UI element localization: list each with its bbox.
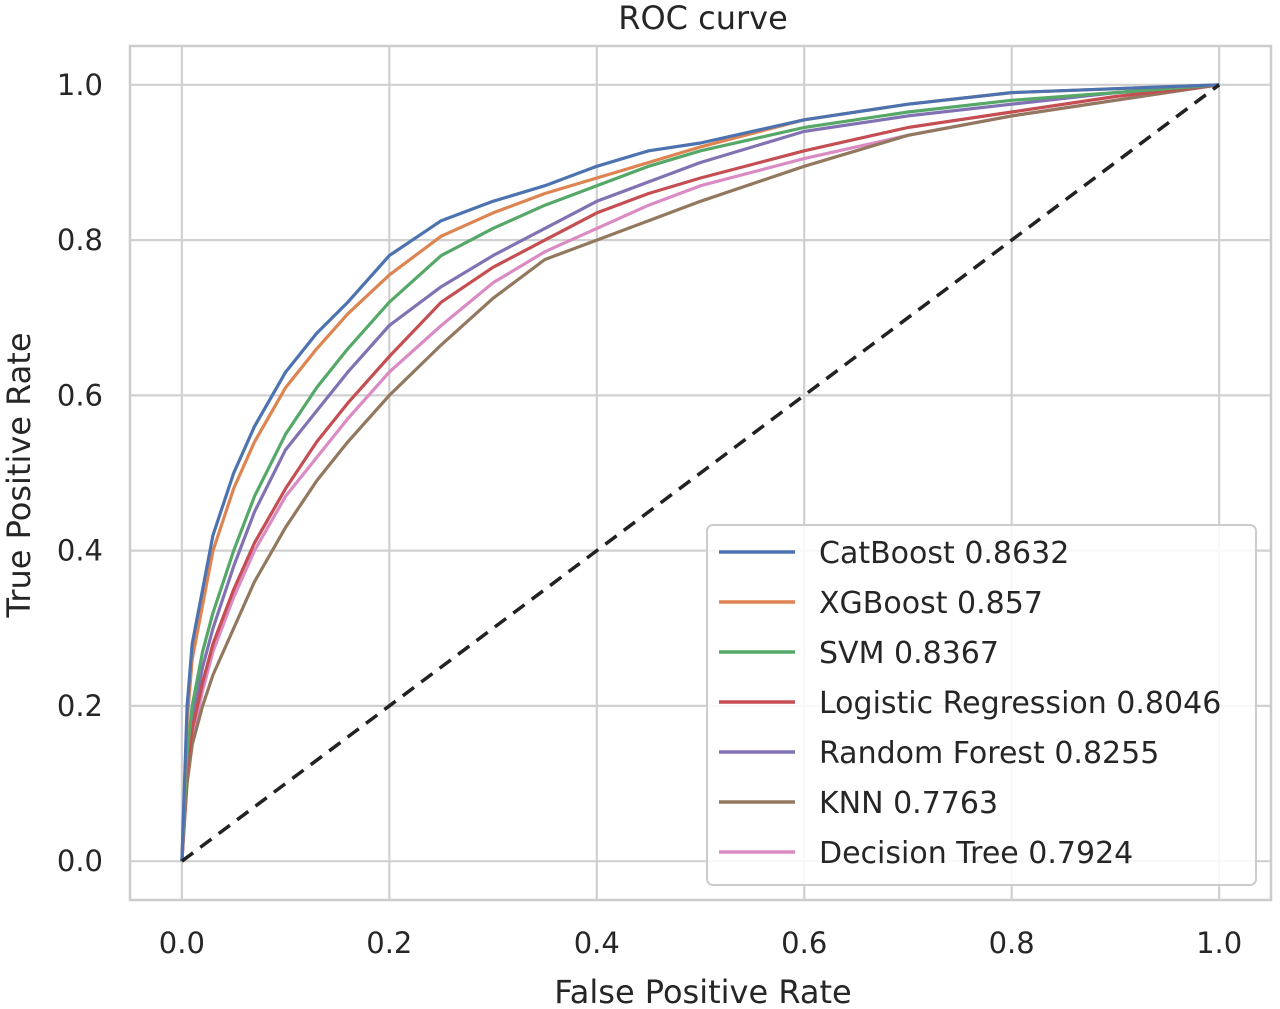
x-tick-label: 0.6 bbox=[781, 926, 827, 960]
legend-label: SVM 0.8367 bbox=[819, 636, 999, 671]
y-tick-label: 0.0 bbox=[57, 844, 103, 878]
y-tick-label: 1.0 bbox=[57, 68, 103, 102]
legend-label: Random Forest 0.8255 bbox=[819, 736, 1159, 771]
y-tick-label: 0.8 bbox=[57, 223, 103, 257]
x-tick-labels: 0.0 0.2 0.4 0.6 0.8 1.0 bbox=[159, 926, 1242, 960]
y-tick-labels: 0.0 0.2 0.4 0.6 0.8 1.0 bbox=[57, 68, 103, 878]
y-tick-label: 0.6 bbox=[57, 378, 103, 412]
y-tick-label: 0.2 bbox=[57, 689, 103, 723]
series-line-decision bbox=[180, 83, 1220, 862]
series-line-svm bbox=[180, 83, 1220, 862]
legend-label: Decision Tree 0.7924 bbox=[819, 836, 1133, 871]
legend-label: CatBoost 0.8632 bbox=[819, 536, 1069, 571]
y-axis-title: True Positive Rate bbox=[0, 332, 38, 618]
reference-diagonal bbox=[180, 83, 1221, 863]
x-tick-label: 0.4 bbox=[574, 926, 620, 960]
chart-title: ROC curve bbox=[618, 0, 788, 37]
x-tick-label: 1.0 bbox=[1196, 926, 1242, 960]
series-lines bbox=[180, 83, 1221, 863]
series-line-catboost bbox=[180, 83, 1220, 862]
legend: CatBoost 0.8632 XGBoost 0.857 SVM 0.8367 Lo… bbox=[706, 524, 1257, 886]
legend-label: KNN 0.7763 bbox=[819, 786, 998, 821]
x-axis-title: False Positive Rate bbox=[554, 973, 851, 1009]
series-line-random bbox=[180, 83, 1220, 862]
series-line-knn bbox=[180, 83, 1220, 862]
legend-box bbox=[706, 524, 1257, 886]
x-tick-label: 0.2 bbox=[366, 926, 412, 960]
legend-label: Logistic Regression 0.8046 bbox=[819, 686, 1221, 721]
legend-label: XGBoost 0.857 bbox=[819, 586, 1043, 621]
series-line-logistic bbox=[180, 83, 1220, 862]
x-tick-label: 0.8 bbox=[989, 926, 1035, 960]
y-tick-label: 0.4 bbox=[57, 534, 103, 568]
x-tick-label: 0.0 bbox=[159, 926, 205, 960]
